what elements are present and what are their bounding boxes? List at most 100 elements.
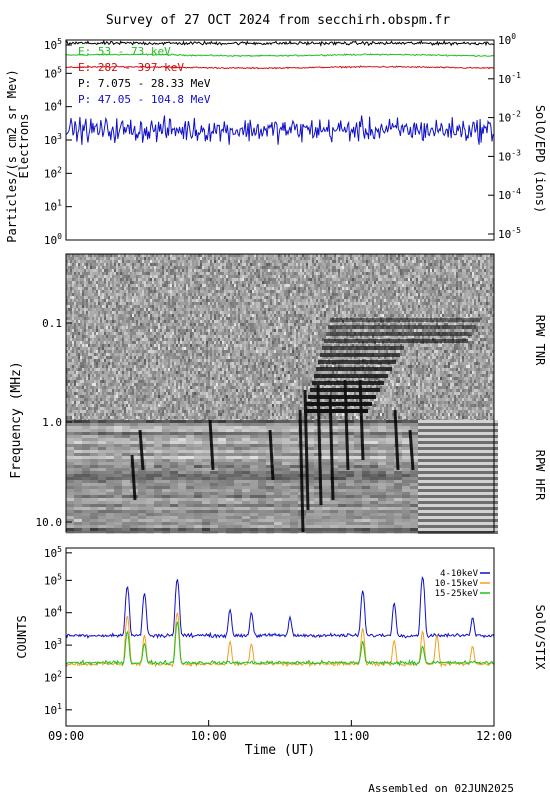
tnr-pixel (86, 254, 88, 257)
tnr-pixel (218, 326, 220, 329)
tnr-pixel (202, 326, 204, 329)
tnr-pixel (188, 263, 190, 266)
tnr-pixel (156, 323, 158, 326)
tnr-pixel (188, 371, 190, 374)
tnr-pixel (146, 326, 148, 329)
tnr-pixel (106, 335, 108, 338)
tnr-pixel (90, 365, 92, 368)
tnr-pixel (238, 410, 240, 413)
tnr-pixel (208, 275, 210, 278)
tnr-pixel (220, 311, 222, 314)
tnr-pixel (126, 338, 128, 341)
tnr-pixel (236, 284, 238, 287)
tnr-pixel (68, 257, 70, 260)
tnr-pixel (72, 380, 74, 383)
tnr-pixel (88, 362, 90, 365)
tnr-pixel (182, 401, 184, 404)
tnr-pixel (154, 410, 156, 413)
tnr-pixel (82, 314, 84, 317)
tnr-pixel (222, 326, 224, 329)
tnr-pixel (76, 398, 78, 401)
tnr-pixel (134, 368, 136, 371)
tnr-pixel (80, 338, 82, 341)
tnr-pixel (68, 398, 70, 401)
tnr-pixel (138, 266, 140, 269)
tnr-pixel (134, 347, 136, 350)
tnr-pixel (240, 368, 242, 371)
tnr-pixel (126, 323, 128, 326)
tnr-pixel (154, 308, 156, 311)
tnr-pixel (80, 284, 82, 287)
tnr-pixel (74, 335, 76, 338)
tnr-pixel (158, 272, 160, 275)
tnr-pixel (218, 413, 220, 416)
tnr-pixel (212, 401, 214, 404)
tnr-pixel (152, 362, 154, 365)
tnr-pixel (120, 353, 122, 356)
tnr-pixel (154, 266, 156, 269)
tnr-pixel (104, 413, 106, 416)
tnr-pixel (76, 272, 78, 275)
tnr-pixel (192, 410, 194, 413)
tnr-pixel (100, 287, 102, 290)
tnr-pixel (220, 386, 222, 389)
tnr-pixel (80, 401, 82, 404)
tnr-pixel (144, 329, 146, 332)
tnr-pixel (238, 323, 240, 326)
tnr-pixel (202, 347, 204, 350)
tnr-pixel (130, 338, 132, 341)
tnr-pixel (86, 353, 88, 356)
tnr-pixel (116, 371, 118, 374)
tnr-pixel (186, 290, 188, 293)
tnr-pixel (210, 341, 212, 344)
tnr-pixel (76, 281, 78, 284)
tnr-pixel (180, 305, 182, 308)
tnr-pixel (174, 365, 176, 368)
tnr-pixel (154, 353, 156, 356)
tnr-pixel (140, 323, 142, 326)
tnr-pixel (86, 269, 88, 272)
tnr-pixel (230, 401, 232, 404)
tnr-pixel (200, 377, 202, 380)
tnr-pixel (194, 296, 196, 299)
tnr-pixel (172, 383, 174, 386)
tnr-pixel (206, 284, 208, 287)
tnr-pixel (100, 272, 102, 275)
tnr-pixel (134, 317, 136, 320)
tnr-pixel (228, 260, 230, 263)
tnr-pixel (222, 305, 224, 308)
tnr-pixel (132, 416, 134, 419)
tnr-pixel (140, 338, 142, 341)
tnr-pixel (144, 320, 146, 323)
tnr-pixel (186, 269, 188, 272)
tnr-pixel (130, 383, 132, 386)
tnr-pixel (98, 395, 100, 398)
tnr-pixel (222, 269, 224, 272)
tnr-pixel (168, 254, 170, 257)
tnr-pixel (126, 356, 128, 359)
tnr-pixel (72, 260, 74, 263)
tnr-pixel (94, 359, 96, 362)
tnr-pixel (200, 257, 202, 260)
tnr-pixel (128, 311, 130, 314)
tnr-pixel (236, 326, 238, 329)
tnr-pixel (224, 260, 226, 263)
tnr-pixel (206, 266, 208, 269)
tnr-pixel (178, 299, 180, 302)
tnr-pixel (72, 290, 74, 293)
tnr-pixel (162, 320, 164, 323)
tnr-pixel (234, 353, 236, 356)
tnr-pixel (132, 362, 134, 365)
tnr-pixel (230, 395, 232, 398)
tnr-pixel (238, 341, 240, 344)
tnr-pixel (222, 395, 224, 398)
tnr-pixel (144, 302, 146, 305)
tnr-pixel (72, 359, 74, 362)
tnr-pixel (66, 338, 68, 341)
tnr-pixel (178, 341, 180, 344)
tnr-pixel (226, 338, 228, 341)
tnr-pixel (140, 320, 142, 323)
tnr-pixel (222, 284, 224, 287)
tnr-pixel (140, 380, 142, 383)
tnr-pixel (194, 260, 196, 263)
